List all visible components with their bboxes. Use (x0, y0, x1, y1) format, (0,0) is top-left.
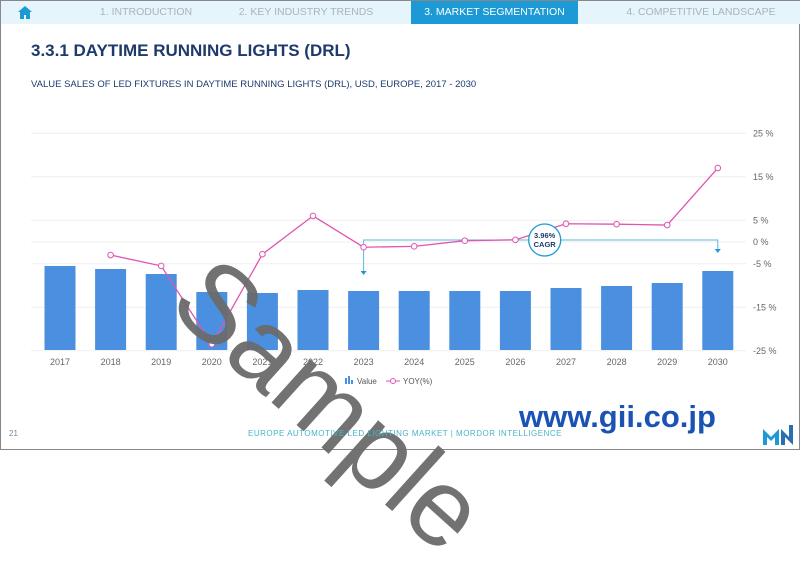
cagr-value: 3.96% (534, 231, 556, 240)
x-tick-label: 2029 (657, 357, 677, 367)
yoy-point (107, 251, 114, 259)
x-tick-label: 2023 (354, 357, 374, 367)
cagr-badge (528, 223, 562, 257)
bar (297, 290, 329, 350)
x-tick-label: 2027 (556, 357, 576, 367)
page-number: 21 (9, 429, 18, 438)
y-tick-label: 25 % (753, 128, 774, 138)
y-tick-label: -25 % (753, 346, 777, 356)
bar (651, 283, 683, 350)
yoy-point (663, 221, 671, 229)
bar (44, 266, 76, 350)
yoy-point (208, 340, 216, 348)
x-tick-label: 2025 (455, 357, 475, 367)
cagr-label: CAGR (534, 240, 557, 249)
x-tick-label: 2026 (505, 357, 525, 367)
footer-text: EUROPE AUTOMOTIVE LED LIGHTING MARKET | … (248, 429, 562, 438)
y-tick-label: -15 % (753, 302, 777, 312)
tab-introduction[interactable]: 1. INTRODUCTION (99, 6, 193, 18)
tab-competitive-landscape[interactable]: 4. COMPETITIVE LANDSCAPE (626, 6, 776, 18)
y-tick-label: 5 % (753, 215, 769, 225)
y-tick-label: 0 % (753, 237, 769, 247)
legend-bar-icon (351, 380, 353, 384)
home-icon[interactable] (18, 6, 32, 19)
legend-bar-icon (348, 376, 350, 384)
bar (601, 286, 633, 350)
yoy-point (512, 236, 519, 244)
chart-subtitle: VALUE SALES OF LED FIXTURES IN DAYTIME R… (31, 79, 477, 90)
bar (196, 292, 228, 350)
x-tick-label: 2022 (303, 357, 323, 367)
bar (702, 271, 734, 350)
site-watermark: www.gii.co.jp (519, 399, 716, 434)
x-tick-label: 2017 (50, 357, 70, 367)
section-nav: 1. INTRODUCTION 2. KEY INDUSTRY TRENDS 3… (1, 1, 800, 24)
x-tick-label: 2020 (202, 357, 222, 367)
bar (499, 291, 531, 350)
x-tick-label: 2024 (404, 357, 424, 367)
x-tick-label: 2021 (252, 357, 272, 367)
yoy-point (309, 212, 317, 220)
y-tick-label: 15 % (753, 172, 774, 182)
y-tick-label: -5 % (753, 259, 772, 269)
bar (145, 274, 177, 350)
yoy-point (461, 237, 469, 244)
legend-bar-icon (345, 378, 347, 384)
yoy-point (259, 250, 266, 258)
x-tick-label: 2018 (101, 357, 121, 367)
legend-line-icon (390, 378, 396, 384)
page-title: 3.3.1 DAYTIME RUNNING LIGHTS (DRL) (31, 41, 351, 60)
yoy-point (157, 262, 165, 270)
x-tick-label: 2019 (151, 357, 171, 367)
yoy-point (410, 243, 418, 250)
yoy-point (562, 220, 570, 228)
tab-market-segmentation[interactable]: 3. MARKET SEGMENTATION (411, 1, 578, 24)
yoy-point (613, 220, 620, 228)
tab-key-industry-trends[interactable]: 2. KEY INDUSTRY TRENDS (238, 6, 374, 18)
bar (95, 269, 127, 350)
legend-yoy: YOY(%) (403, 377, 433, 386)
bar (348, 291, 380, 350)
bar (550, 288, 582, 350)
x-tick-label: 2030 (708, 357, 728, 367)
bar (449, 291, 481, 350)
yoy-point (360, 243, 367, 251)
bar (398, 291, 430, 350)
x-tick-label: 2028 (607, 357, 627, 367)
bar (246, 293, 278, 350)
chart: 25 % 15 % 5 % 0 % -5 % -15 % -25 % 2017 2018 2019… (31, 128, 777, 386)
yoy-point (714, 164, 722, 172)
mordor-logo-icon (763, 425, 793, 445)
legend-value: Value (357, 377, 377, 386)
